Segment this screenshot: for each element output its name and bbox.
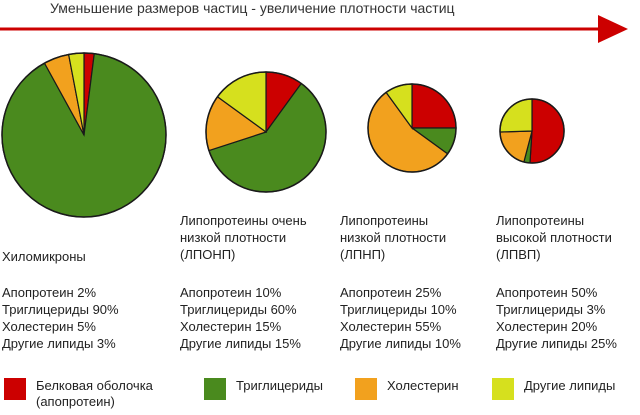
- composition-other: Другие липиды 15%: [180, 336, 301, 351]
- legend-swatch-other: [492, 378, 514, 400]
- legend-label: Холестерин: [387, 378, 459, 394]
- composition-triglycerides: Триглицериды 60%: [180, 302, 297, 317]
- legend-swatch-cholesterol: [355, 378, 377, 400]
- block-hdl: Липопротеины высокой плотности (ЛПВП) Ап…: [496, 212, 617, 352]
- composition-protein: Апопротеин 2%: [2, 285, 97, 300]
- particle-name-line: Липопротеины: [340, 213, 429, 228]
- composition-triglycerides: Триглицериды 3%: [496, 302, 606, 317]
- composition-protein: Апопротеин 10%: [180, 285, 282, 300]
- composition-protein: Апопротеин 50%: [496, 285, 598, 300]
- density-arrow-header: Уменьшение размеров частиц - увеличение …: [0, 0, 640, 46]
- particle-name: Липопротеины низкой плотности (ЛПНП): [340, 212, 461, 263]
- composition-list: Апопротеин 50% Триглицериды 3% Холестери…: [496, 284, 617, 352]
- legend-label: Другие липиды: [524, 378, 615, 394]
- composition-other: Другие липиды 25%: [496, 336, 617, 351]
- block-vldl: Липопротеины очень низкой плотности (ЛПО…: [180, 212, 307, 352]
- legend-item-other: Другие липиды: [492, 378, 615, 400]
- composition-cholesterol: Холестерин 15%: [180, 319, 282, 334]
- page-title: Уменьшение размеров частиц - увеличение …: [50, 0, 455, 16]
- arrow-head-icon: [598, 15, 628, 43]
- composition-triglycerides: Триглицериды 10%: [340, 302, 457, 317]
- particle-name-line: (ЛПНП): [340, 247, 386, 262]
- legend-item-protein: Белковая оболочка (апопротеин): [4, 378, 153, 410]
- legend: Белковая оболочка (апопротеин) Триглицер…: [0, 372, 640, 412]
- particle-name-line: низкой плотности: [340, 230, 447, 245]
- legend-label-line: Триглицериды: [236, 378, 323, 393]
- particle-name-line: Липопротеины очень: [180, 213, 307, 228]
- particle-name: Липопротеины высокой плотности (ЛПВП): [496, 212, 617, 263]
- composition-other: Другие липиды 10%: [340, 336, 461, 351]
- pie-outline-ldl: [367, 83, 457, 173]
- legend-label-line: (апопротеин): [36, 394, 115, 409]
- particle-name-line: низкой плотности: [180, 230, 287, 245]
- composition-other: Другие липиды 3%: [2, 336, 116, 351]
- pie-charts: [1, 52, 565, 218]
- legend-label-line: Холестерин: [387, 378, 459, 393]
- composition-list: Апопротеин 25% Триглицериды 10% Холестер…: [340, 284, 461, 352]
- block-chylo: Хиломикроны Апопротеин 2% Триглицериды 9…: [2, 248, 119, 352]
- legend-label-line: Белковая оболочка: [36, 378, 153, 393]
- particle-name-line: Хиломикроны: [2, 249, 86, 264]
- particle-name-line: высокой плотности: [496, 230, 612, 245]
- legend-swatch-protein: [4, 378, 26, 400]
- particle-name-line: (ЛПВП): [496, 247, 541, 262]
- particle-name-line: (ЛПОНП): [180, 247, 236, 262]
- legend-label: Триглицериды: [236, 378, 323, 394]
- particle-name-line: Липопротеины: [496, 213, 585, 228]
- pie-outline-chylo: [1, 52, 167, 218]
- composition-cholesterol: Холестерин 5%: [2, 319, 96, 334]
- particle-name: Хиломикроны: [2, 248, 119, 265]
- pie-outline-hdl: [499, 98, 565, 164]
- legend-item-triglycerides: Триглицериды: [204, 378, 323, 400]
- density-arrow: [0, 15, 628, 43]
- pie-slice-hdl-protein: [529, 98, 565, 164]
- legend-swatch-triglycerides: [204, 378, 226, 400]
- legend-item-cholesterol: Холестерин: [355, 378, 459, 400]
- particle-name: Липопротеины очень низкой плотности (ЛПО…: [180, 212, 307, 263]
- composition-list: Апопротеин 2% Триглицериды 90% Холестери…: [2, 284, 119, 352]
- legend-label-line: Другие липиды: [524, 378, 616, 393]
- pie-outline-vldl: [205, 71, 327, 193]
- composition-triglycerides: Триглицериды 90%: [2, 302, 119, 317]
- block-ldl: Липопротеины низкой плотности (ЛПНП) Апо…: [340, 212, 461, 352]
- composition-list: Апопротеин 10% Триглицериды 60% Холестер…: [180, 284, 307, 352]
- legend-label: Белковая оболочка (апопротеин): [36, 378, 153, 410]
- composition-protein: Апопротеин 25%: [340, 285, 442, 300]
- composition-cholesterol: Холестерин 55%: [340, 319, 442, 334]
- composition-cholesterol: Холестерин 20%: [496, 319, 598, 334]
